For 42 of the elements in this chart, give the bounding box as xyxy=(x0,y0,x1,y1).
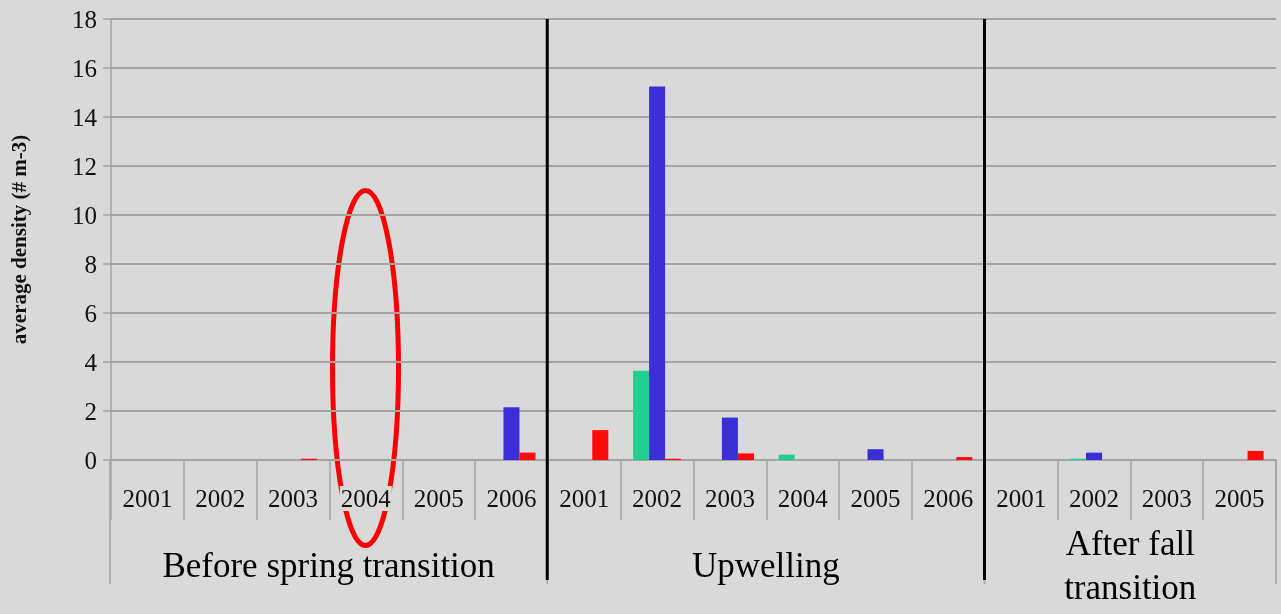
x-tick-label: 2002 xyxy=(632,485,683,512)
y-tick-label: 4 xyxy=(84,348,98,376)
x-tick-label: 2002 xyxy=(1068,485,1119,512)
text: After fall transition xyxy=(1063,523,1198,609)
bar xyxy=(737,453,754,460)
x-tick-label: 2003 xyxy=(1141,485,1192,512)
y-tick-label: 0 xyxy=(84,446,97,474)
text: Upwelling xyxy=(691,545,840,587)
x-tick-label: 2006 xyxy=(923,485,974,512)
y-tick-label: 18 xyxy=(72,5,97,33)
bar xyxy=(633,370,650,460)
x-tick-label: 2005 xyxy=(1214,485,1265,512)
bar xyxy=(956,457,973,460)
bar xyxy=(1085,452,1102,460)
bar xyxy=(867,449,884,460)
y-tick-label: 12 xyxy=(72,152,97,180)
bar xyxy=(721,417,738,460)
text: Before spring transition xyxy=(162,545,495,587)
y-tick-label: 14 xyxy=(72,103,98,131)
bar xyxy=(649,86,666,460)
bar xyxy=(592,430,609,460)
bar xyxy=(1247,450,1264,460)
bar xyxy=(519,452,536,460)
y-tick-label: 10 xyxy=(72,201,97,229)
y-tick-label: 2 xyxy=(84,397,97,425)
x-tick-label: 2001 xyxy=(122,485,173,512)
y-tick-label: 16 xyxy=(72,54,97,82)
x-tick-label: 2001 xyxy=(559,485,610,512)
y-axis-title: average density (# m-3) xyxy=(6,134,31,345)
x-tick-label: 2003 xyxy=(704,485,755,512)
y-tick-label: 6 xyxy=(84,299,97,327)
bar xyxy=(503,407,520,460)
x-tick-label: 2005 xyxy=(413,485,464,512)
y-tick-label: 8 xyxy=(84,250,97,278)
x-tick-label: 2004 xyxy=(340,485,392,512)
bar xyxy=(778,454,795,460)
x-tick-label: 2005 xyxy=(850,485,901,512)
x-tick-label: 2006 xyxy=(486,485,537,512)
x-tick-label: 2004 xyxy=(777,485,829,512)
x-tick-label: 2001 xyxy=(996,485,1047,512)
x-tick-label: 2002 xyxy=(195,485,246,512)
x-tick-label: 2003 xyxy=(268,485,319,512)
